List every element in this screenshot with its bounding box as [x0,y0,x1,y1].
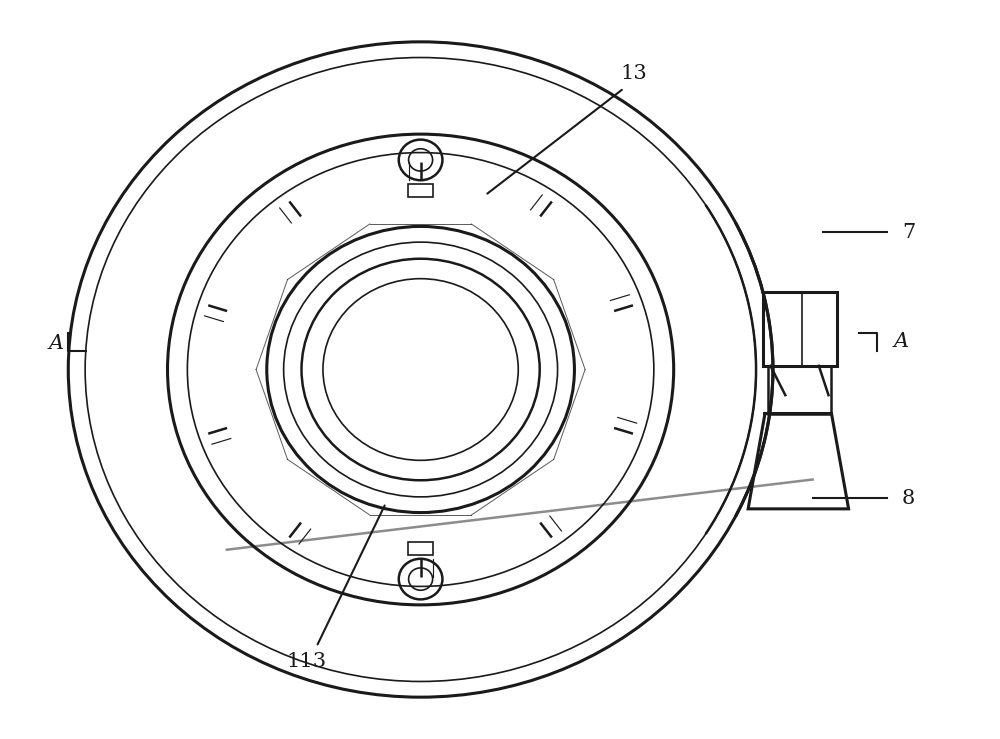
Bar [408,184,433,197]
Text: 8: 8 [902,488,915,508]
Text: 13: 13 [621,64,647,83]
Text: 113: 113 [286,653,327,671]
Text: 7: 7 [902,222,915,242]
Text: A: A [894,332,909,351]
Bar [768,366,831,414]
Bar [763,293,837,366]
Text: A: A [48,334,63,353]
Bar [408,542,433,555]
